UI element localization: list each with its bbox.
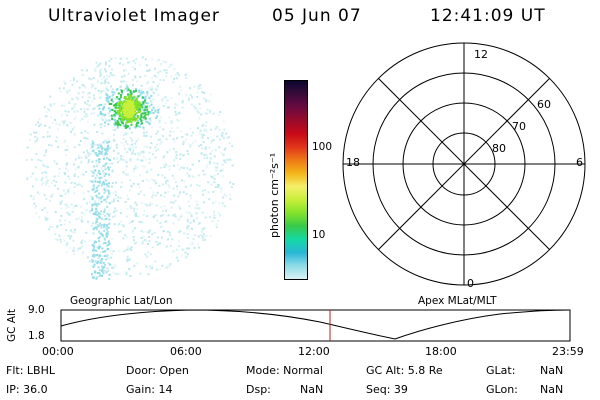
dsp-value: NaN [300,383,324,396]
altitude-curve [60,309,571,340]
x-tick-1800: 18:00 [425,345,457,358]
x-tick-2359: 23:59 [552,345,584,358]
colorbar-tick-100: 100 [312,141,333,153]
seq-status: Seq: 39 [366,383,408,396]
x-tick-0000: 00:00 [42,345,74,358]
colorbar-tick-10: 10 [312,229,326,241]
date-label: 05 Jun 07 [272,6,362,26]
gc-alt-status: GC Alt: 5.8 Re [366,364,443,377]
dsp-label: Dsp: [246,383,271,396]
apex-title: Apex MLat/MLT [418,295,497,307]
glat-label: GLat: [486,364,516,377]
lat-label-70: 70 [512,120,526,133]
x-tick-1200: 12:00 [298,345,330,358]
filter-status: Flt: LBHL [6,364,55,377]
gain-status: Gain: 14 [126,383,173,396]
x-tick-0600: 06:00 [170,345,202,358]
time-label: 12:41:09 UT [430,6,546,26]
app-title: Ultraviolet Imager [48,6,220,26]
glon-label: GLon: [486,383,518,396]
ip-status: IP: 36.0 [6,383,48,396]
mlt-label-6: 6 [576,156,583,169]
lat-label-80: 80 [492,142,506,155]
y-max-label: 9.0 [28,304,45,316]
door-status: Door: Open [126,364,189,377]
lat-label-60: 60 [537,98,551,111]
mode-status: Mode: Normal [246,364,323,377]
colorbar [284,80,308,280]
mlt-label-12: 12 [474,48,488,61]
y-min-label: 1.8 [28,330,45,342]
mlt-label-0: 0 [467,277,474,290]
glat-value: NaN [540,364,564,377]
glon-value: NaN [540,383,564,396]
geographic-title: Geographic Lat/Lon [70,295,173,307]
colorbar-gradient [285,81,307,279]
mlt-label-18: 18 [346,156,360,169]
